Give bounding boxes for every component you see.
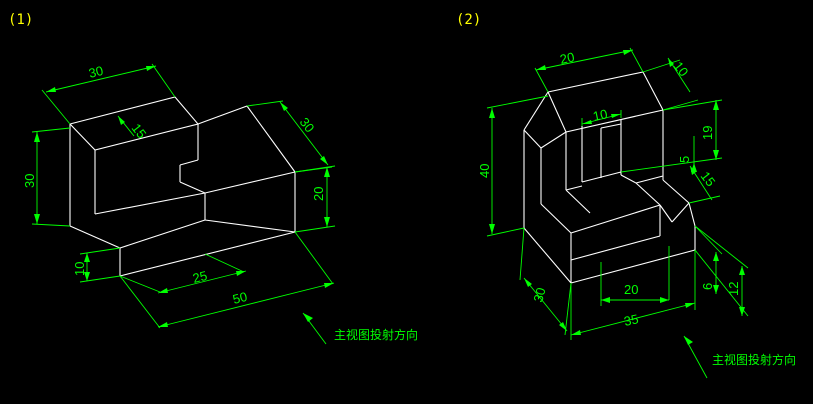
- dim-fig1-width-top: 30: [87, 63, 105, 81]
- figure-2-label: (2): [456, 12, 481, 28]
- figure-2-dimension-text: 20 10 10 40 19 5 15 30 20 35 6 12 主视图投射方…: [477, 49, 796, 367]
- dim-fig1-height-left: 30: [22, 174, 37, 188]
- dim-fig1-length-total: 50: [231, 289, 249, 307]
- dim-fig2-height-slot: 19: [700, 126, 715, 140]
- dim-fig1-depth-top: 15: [129, 121, 150, 142]
- fig1-view-direction-caption: 主视图投射方向: [334, 327, 418, 342]
- figure-1-dimensions: [31, 63, 336, 345]
- dim-fig1-depth-right: 30: [297, 115, 318, 136]
- dim-fig2-height-small: 6: [700, 283, 715, 290]
- dim-fig2-height-total: 40: [477, 164, 492, 178]
- dim-fig2-depth-base: 30: [530, 286, 548, 304]
- dim-fig2-slot-bottom: 20: [624, 282, 638, 297]
- figure-1-object: [69, 96, 296, 277]
- dim-fig1-height-right: 20: [311, 187, 326, 201]
- dim-fig2-width-top: 20: [559, 49, 576, 67]
- figure-1-label: (1): [8, 12, 33, 28]
- dim-fig2-step-right: 15: [698, 169, 719, 190]
- dim-fig2-slot-width: 10: [592, 106, 609, 124]
- figure-2-object: [523, 71, 696, 284]
- dim-fig2-length-base: 35: [623, 311, 640, 329]
- dim-fig2-height-base: 12: [726, 282, 741, 296]
- figure-2-dimensions: [486, 47, 749, 379]
- figure-1-dimension-text: 30 15 30 30 20 10 25 50 主视图投射方向: [22, 63, 418, 342]
- fig2-view-direction-caption: 主视图投射方向: [712, 352, 796, 367]
- dim-fig2-step-small: 5: [677, 156, 692, 163]
- dim-fig1-length-mid: 25: [191, 268, 209, 286]
- dim-fig1-height-base: 10: [72, 262, 87, 276]
